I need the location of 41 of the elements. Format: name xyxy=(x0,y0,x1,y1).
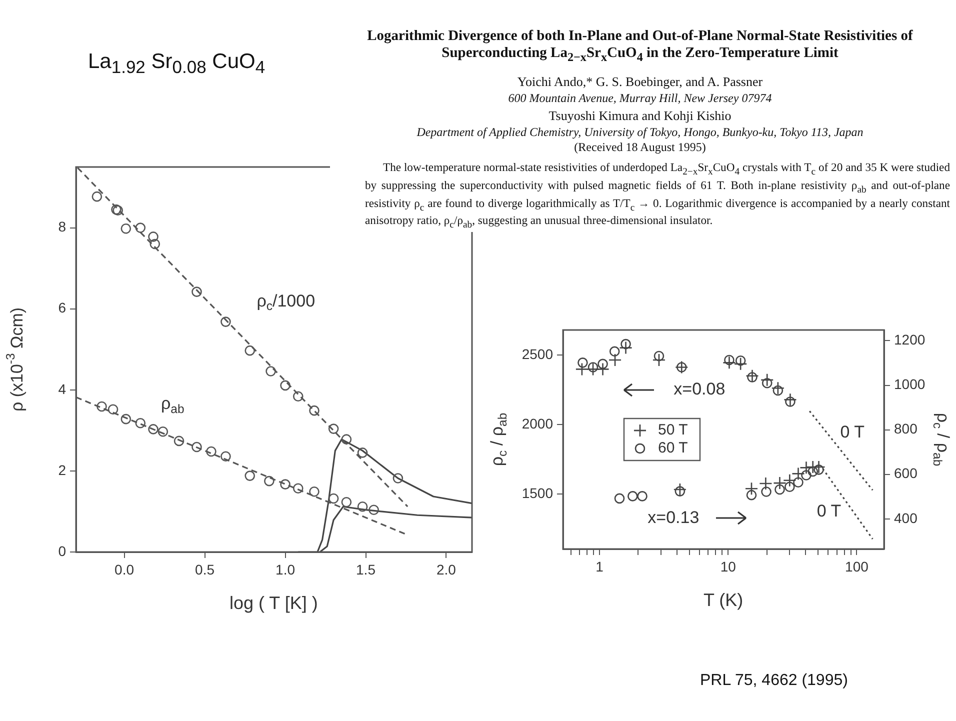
text: Department of Applied Chemistry, University of Tokyo, Hongo, Bunkyo-ku, Tokyo 113, Japan xyxy=(416,124,864,140)
x-axis-title: log ( T [K] ) xyxy=(229,592,318,613)
x-tick-label: 10 xyxy=(720,558,736,574)
y-tick-label: 2 xyxy=(58,462,66,478)
annotation: x=0.13 xyxy=(648,508,700,528)
x-tick-label: 1.0 xyxy=(276,561,296,578)
y-tick-label: 0 xyxy=(58,542,66,559)
text: 600 Mountain Avenue, Murray Hill, New Jersey 07974 xyxy=(507,90,773,106)
y2-tick-label: 800 xyxy=(894,420,918,437)
text: Tsuyoshi Kimura and Kohji Kishio xyxy=(548,108,732,124)
y-axis-title: ρc / ρab xyxy=(488,412,510,466)
x-tick-label: 0.5 xyxy=(195,561,215,578)
y-tick-label: 2500 xyxy=(522,346,554,362)
y-tick-label: 1500 xyxy=(522,484,554,501)
legend-label: 50 T xyxy=(658,422,688,439)
x-axis-title: T (K) xyxy=(704,590,744,610)
text: (Received 18 August 1995) xyxy=(573,140,707,155)
y2-tick-label: 1000 xyxy=(894,376,926,392)
y-tick-label: 2000 xyxy=(522,415,554,432)
x-tick-label: 0.0 xyxy=(114,561,134,578)
text: Logarithmic Divergence of both In-Plane and Out-of-Plane Normal-State Resistivities of Superconducting La$_{2−x}$Sr$_{x}$CuO$_{4}$ in the Zero-Temperature Limit xyxy=(366,28,914,66)
y-tick-label: 4 xyxy=(58,380,66,397)
x-tick-label: 100 xyxy=(845,558,869,574)
text: PRL 75, 4662 (1995) xyxy=(700,672,848,690)
y2-axis-title: ρc / ρab xyxy=(930,412,952,466)
y2-tick-label: 600 xyxy=(894,465,918,482)
y2-tick-label: 1200 xyxy=(894,332,926,348)
y2-tick-label: 400 xyxy=(894,510,918,526)
legend-label: 60 T xyxy=(658,440,688,457)
y-axis-title: ρ (x10-3 Ωcm) xyxy=(4,307,27,412)
y-tick-label: 8 xyxy=(58,218,66,235)
y-tick-label: 6 xyxy=(58,300,66,316)
x-tick-label: 2.0 xyxy=(436,561,456,578)
x-tick-label: 1 xyxy=(596,558,604,574)
annotation: 0 T xyxy=(816,501,842,520)
text: The low-temperature normal-state resistivities of underdoped La$_{2−x}$Sr$_{x}$CuO$_{4}$ crystals with T$_{c}$ of 20 and 35 K were studied by suppressing the superconductivity with pulsed magnetic fields of 61 T. Both in-plane resistivity ρ$_{ab}$ and out-of-plane resistivity ρ$_{c}$ are found to diverge logarithmically as T/T$_{c}$ → 0. Logarithmic divergence is accompanied by a nearly constant anisotropy ratio, ρ$_{c}$/ρ$_{ab}$, suggesting an unusual three-dimensional insulator. xyxy=(365,160,950,231)
annotation: 0 T xyxy=(840,422,865,442)
text: Yoichi Ando,* G. S. Boebinger, and A. Passner xyxy=(516,74,764,90)
x-tick-label: 1.5 xyxy=(356,561,376,578)
chart-title: La$_{1.92}$ Sr$_{0.08}$ CuO$_{4}$ xyxy=(88,50,266,78)
annotation: x=0.08 xyxy=(674,379,726,398)
